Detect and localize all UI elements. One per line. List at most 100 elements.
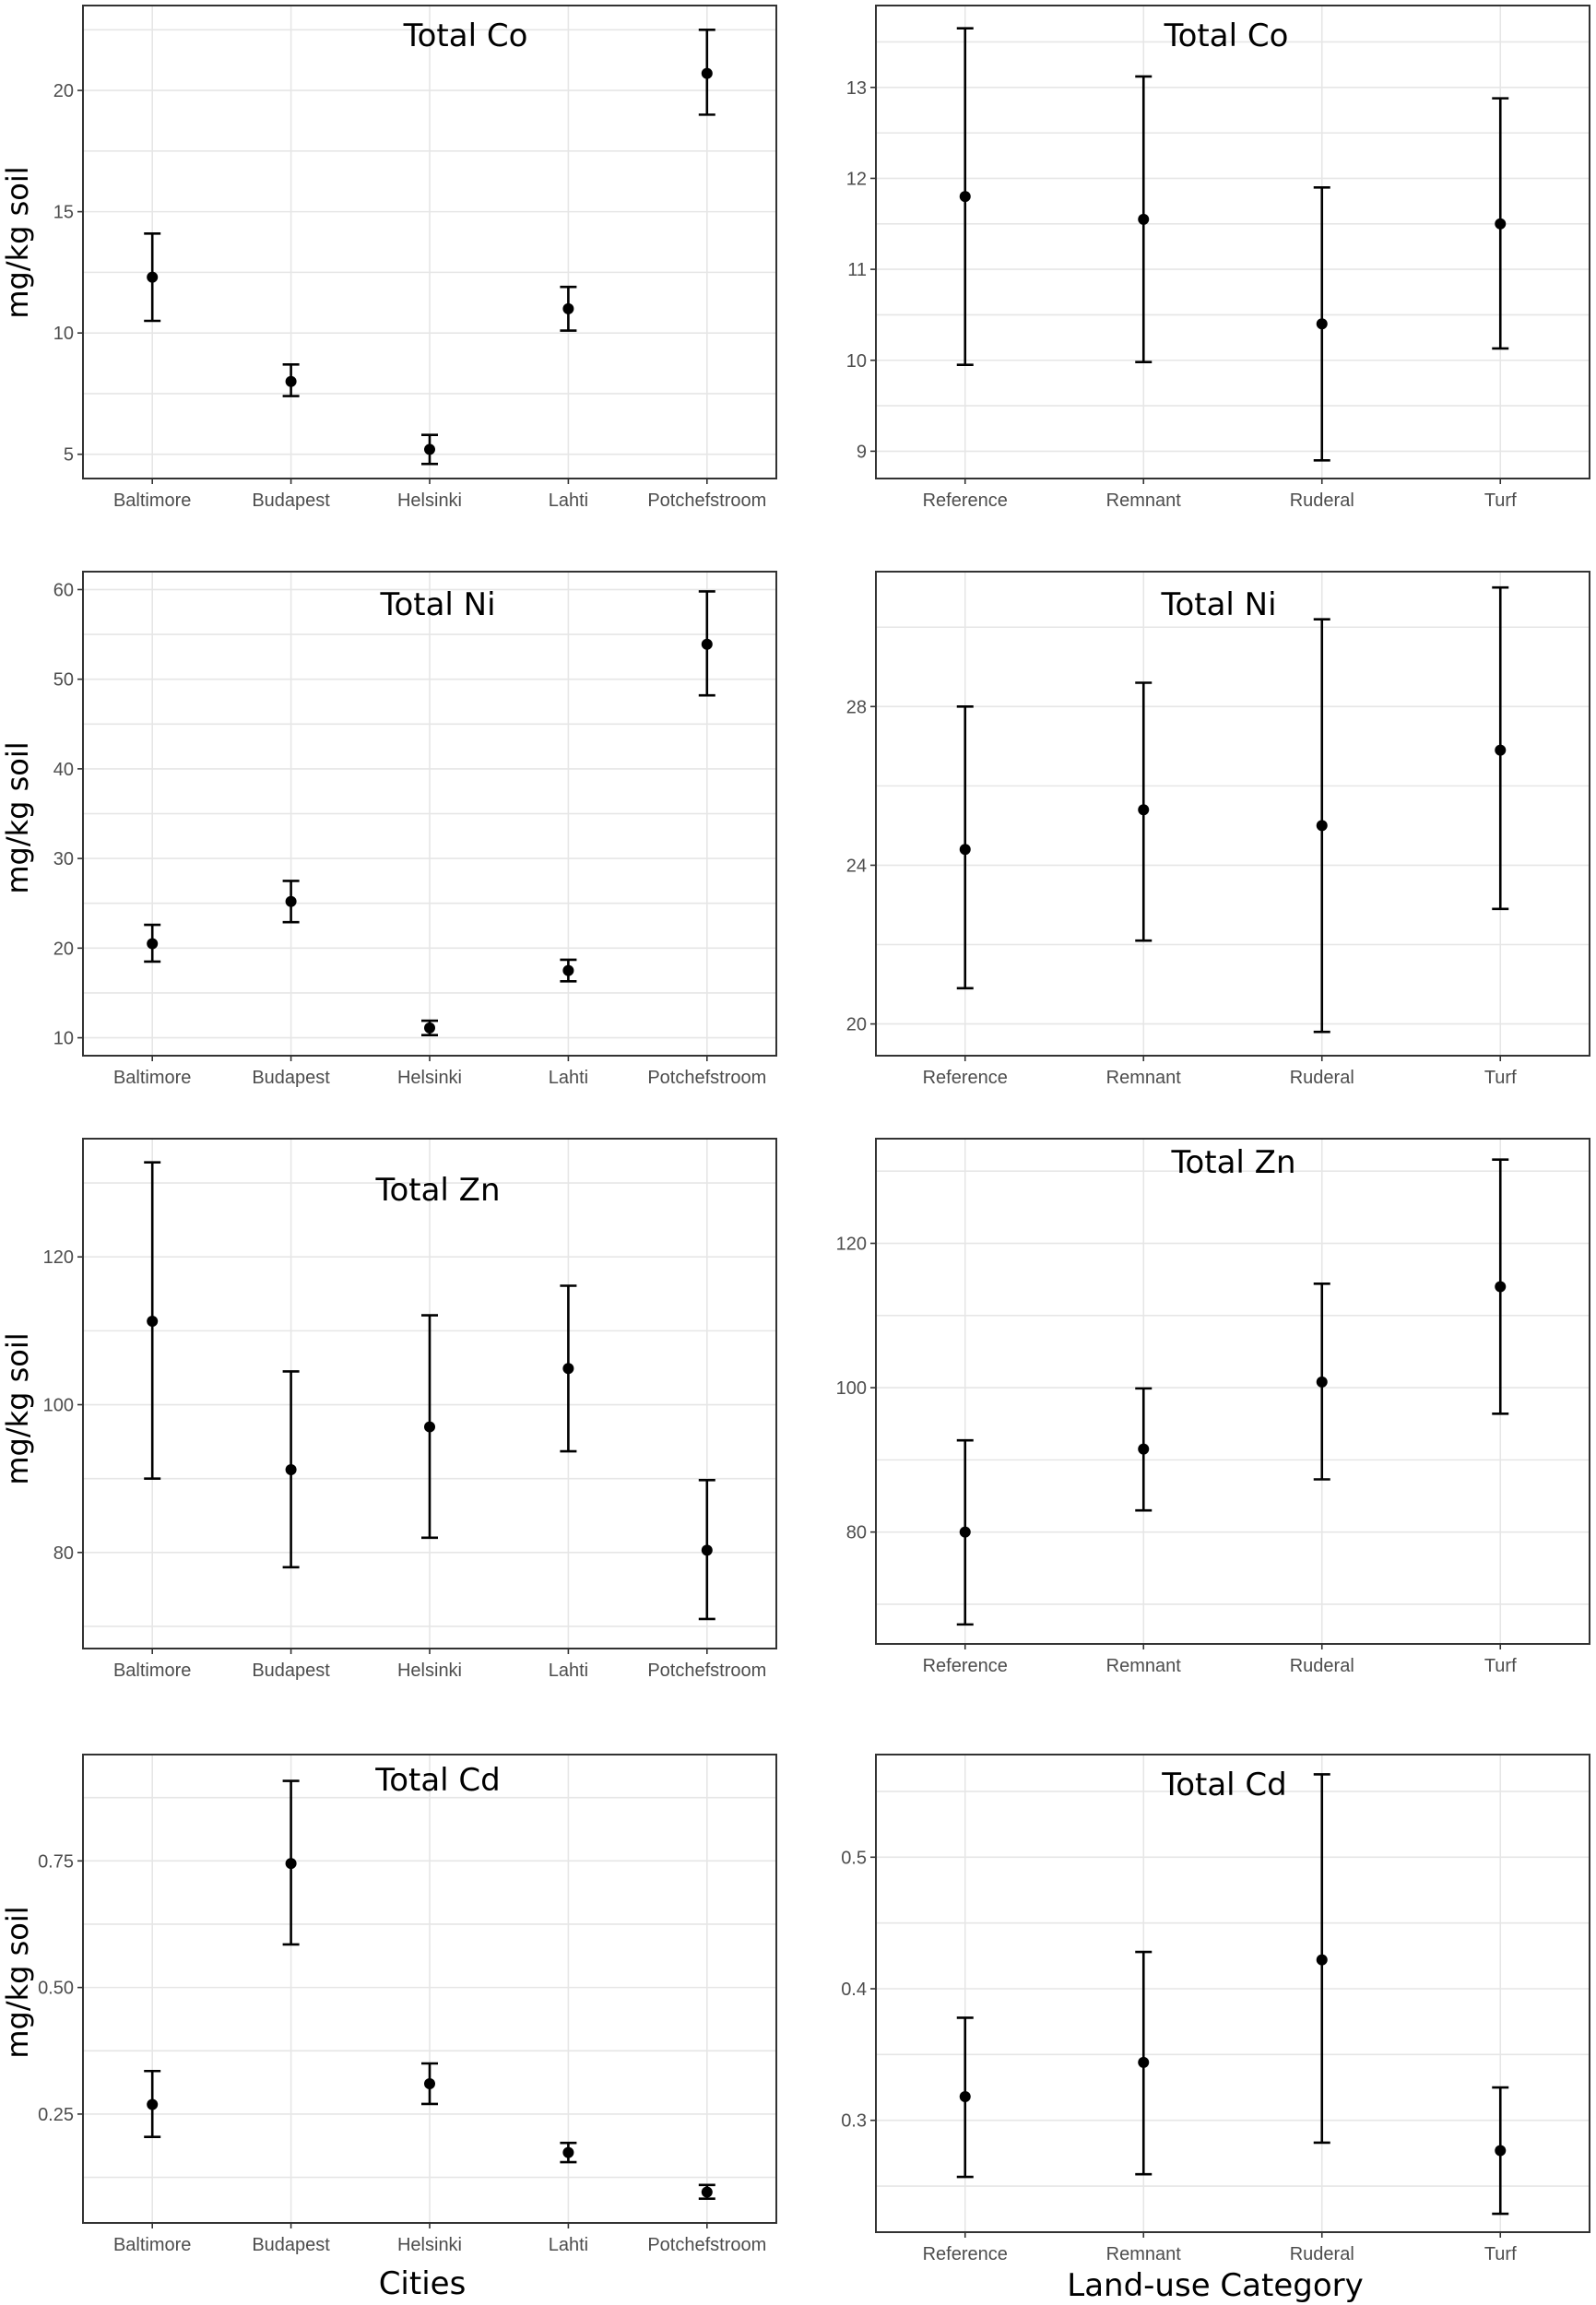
- y-tick-label: 13: [846, 78, 867, 99]
- x-tick-label-lahti: Lahti: [549, 491, 588, 511]
- x-tick-label-ruderal: Ruderal: [1290, 491, 1354, 511]
- y-tick-label: 0.50: [38, 1979, 74, 1999]
- y-tick-label: 20: [53, 81, 74, 101]
- x-tick-label-potchefstroom: Potchefstroom: [647, 491, 766, 511]
- x-tick-label-reference: Reference: [923, 1656, 1008, 1676]
- y-axis-label-row1: mg/kg soil: [0, 166, 35, 318]
- y-tick-label: 10: [53, 1029, 74, 1049]
- point-ruderal: [1316, 820, 1328, 832]
- x-tick-label-turf: Turf: [1484, 2244, 1517, 2264]
- y-tick-label: 11: [847, 260, 867, 280]
- chart-panel-5: 80 100 120 Baltimore Budapest Helsinki Lahti Po…: [43, 1138, 777, 1681]
- x-tick-label-ruderal: Ruderal: [1290, 2244, 1354, 2264]
- point-reference: [959, 1526, 971, 1538]
- point-baltimore: [147, 938, 159, 950]
- x-tick-label-lahti: Lahti: [549, 2235, 588, 2255]
- y-axis-label-row3: mg/kg soil: [0, 1332, 35, 1484]
- point-baltimore: [147, 271, 159, 283]
- chart-panel-4: 20 24 28 Reference Remnant Ruderal Turf Total N…: [846, 571, 1590, 1088]
- point-remnant: [1138, 213, 1150, 225]
- point-turf: [1495, 744, 1507, 756]
- point-baltimore: [147, 2098, 159, 2110]
- panel-title: Total Zn: [374, 1172, 500, 1209]
- point-budapest: [285, 895, 297, 907]
- x-tick-label-helsinki: Helsinki: [397, 1068, 462, 1088]
- chart-panel-2: 9 10 11 12 13 Reference Remnant Ruderal Turf Tota…: [846, 5, 1590, 511]
- x-tick-label-baltimore: Baltimore: [113, 491, 191, 511]
- x-tick-label-budapest: Budapest: [252, 1661, 330, 1681]
- point-remnant: [1138, 2056, 1150, 2068]
- x-tick-label-lahti: Lahti: [549, 1068, 588, 1088]
- x-tick-label-ruderal: Ruderal: [1290, 1068, 1354, 1088]
- y-tick-label: 0.75: [38, 1851, 74, 1872]
- y-tick-label: 40: [53, 760, 74, 780]
- chart-panel-8: 0.3 0.4 0.5 Reference Remnant Ruderal Turf Tota…: [841, 1754, 1590, 2264]
- y-tick-label: 0.4: [841, 1980, 867, 2000]
- y-tick-label: 5: [64, 445, 74, 466]
- panel-border: [875, 1754, 1590, 2233]
- y-tick-label: 0.5: [841, 1848, 867, 1868]
- y-tick-label: 50: [53, 670, 74, 691]
- point-helsinki: [424, 443, 435, 455]
- panel-border: [875, 571, 1590, 1057]
- x-tick-label-remnant: Remnant: [1106, 1068, 1182, 1088]
- x-tick-label-ruderal: Ruderal: [1290, 1656, 1354, 1676]
- x-axis-label-land-use: Land-use Category: [1067, 2267, 1363, 2304]
- panel-border: [875, 1138, 1590, 1645]
- x-tick-label-baltimore: Baltimore: [113, 2235, 191, 2255]
- y-tick-label: 10: [53, 324, 74, 344]
- y-tick-label: 0.25: [38, 2105, 74, 2125]
- x-tick-label-remnant: Remnant: [1106, 491, 1182, 511]
- x-tick-label-remnant: Remnant: [1106, 1656, 1182, 1676]
- point-potchefstroom: [701, 67, 713, 79]
- point-helsinki: [424, 1421, 435, 1433]
- point-ruderal: [1316, 1954, 1328, 1966]
- y-tick-label: 80: [846, 1523, 867, 1543]
- y-axis-label-row4: mg/kg soil: [0, 1906, 35, 2058]
- y-tick-label: 80: [53, 1543, 74, 1564]
- panel-title: Total Cd: [374, 1762, 501, 1799]
- x-tick-label-reference: Reference: [923, 491, 1008, 511]
- x-axis-label-cities: Cities: [379, 2265, 467, 2302]
- panel-border: [875, 5, 1590, 479]
- x-tick-label-baltimore: Baltimore: [113, 1661, 191, 1681]
- x-tick-label-helsinki: Helsinki: [397, 491, 462, 511]
- x-tick-label-turf: Turf: [1484, 1068, 1517, 1088]
- point-reference: [959, 844, 971, 856]
- panel-title: Total Cd: [1161, 1767, 1287, 1803]
- x-tick-label-helsinki: Helsinki: [397, 1661, 462, 1681]
- y-tick-label: 9: [857, 442, 867, 462]
- x-tick-label-potchefstroom: Potchefstroom: [647, 2235, 766, 2255]
- point-potchefstroom: [701, 638, 713, 650]
- y-axis-label-row2: mg/kg soil: [0, 741, 35, 893]
- point-potchefstroom: [701, 1544, 713, 1556]
- x-tick-label-budapest: Budapest: [252, 2235, 330, 2255]
- point-potchefstroom: [701, 2186, 713, 2198]
- point-lahti: [562, 302, 574, 314]
- x-tick-label-turf: Turf: [1484, 1656, 1517, 1676]
- point-budapest: [285, 1464, 297, 1476]
- point-remnant: [1138, 1443, 1150, 1455]
- panel-title: Total Co: [403, 18, 528, 54]
- y-tick-label: 15: [53, 203, 74, 223]
- x-tick-label-potchefstroom: Potchefstroom: [647, 1661, 766, 1681]
- point-ruderal: [1316, 1376, 1328, 1388]
- x-tick-label-baltimore: Baltimore: [113, 1068, 191, 1088]
- chart-panel-6: 80 100 120 Reference Remnant Ruderal Turf Total…: [836, 1138, 1590, 1676]
- y-tick-label: 100: [836, 1378, 867, 1399]
- x-tick-label-budapest: Budapest: [252, 491, 330, 511]
- x-tick-label-budapest: Budapest: [252, 1068, 330, 1088]
- x-tick-label-turf: Turf: [1484, 491, 1517, 511]
- point-helsinki: [424, 1022, 435, 1034]
- y-tick-label: 20: [53, 939, 74, 959]
- panel-title: Total Zn: [1170, 1144, 1295, 1181]
- x-tick-label-reference: Reference: [923, 2244, 1008, 2264]
- x-tick-label-helsinki: Helsinki: [397, 2235, 462, 2255]
- point-baltimore: [147, 1315, 159, 1327]
- x-tick-label-remnant: Remnant: [1106, 2244, 1182, 2264]
- y-tick-label: 10: [846, 351, 867, 372]
- y-tick-label: 12: [846, 169, 867, 189]
- point-ruderal: [1316, 318, 1328, 330]
- y-tick-label: 120: [43, 1247, 74, 1268]
